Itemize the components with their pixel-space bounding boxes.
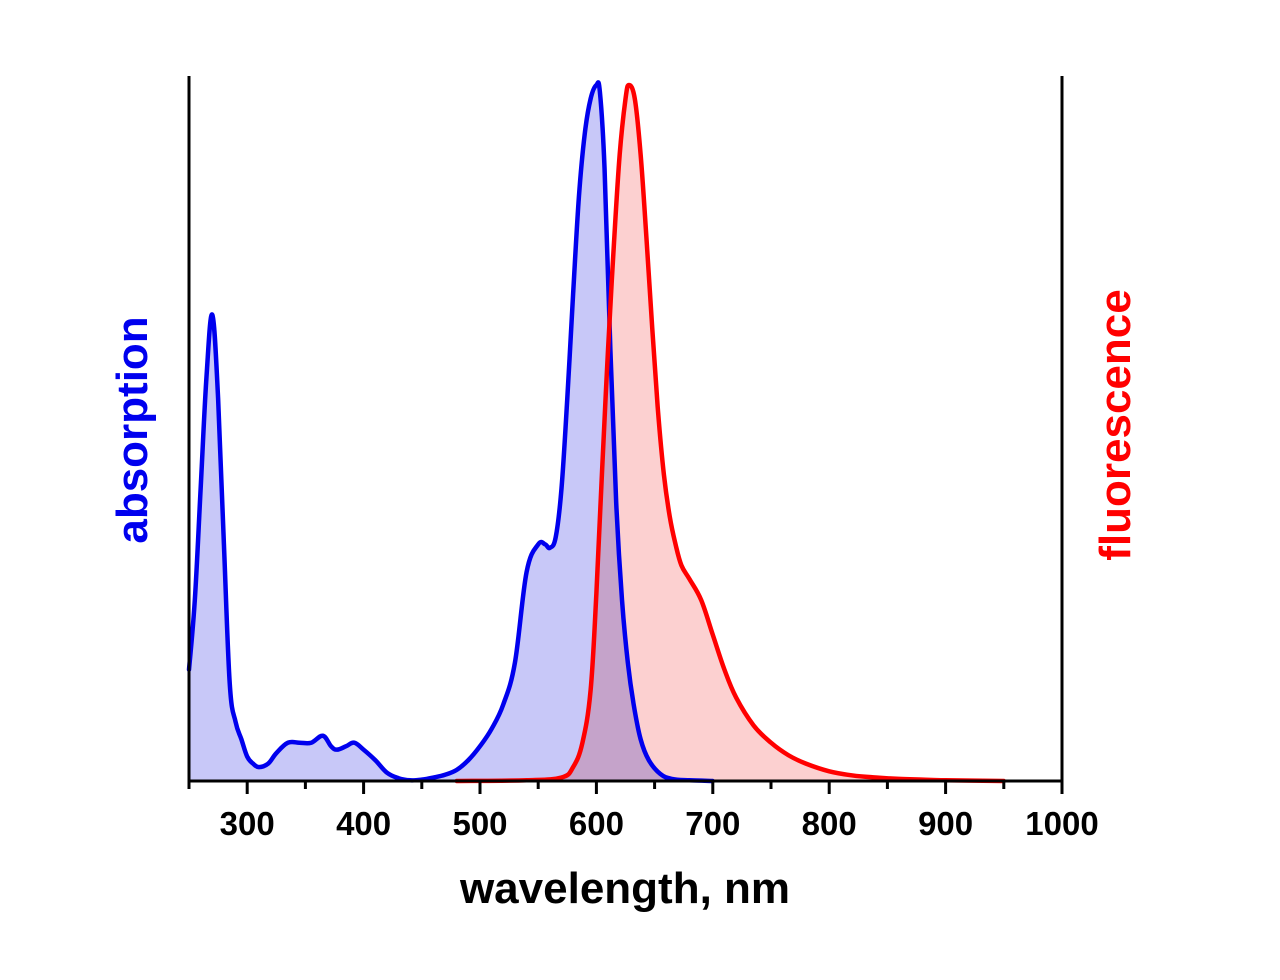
x-tick-label: 500 [452, 805, 507, 842]
x-tick-label: 1000 [1025, 805, 1098, 842]
x-tick-labels: 300 400 500 600 700 800 900 1000 [220, 805, 1099, 842]
x-ticks [187, 781, 1064, 794]
y-axis-right-title: fluorescence [1091, 289, 1140, 560]
plot-lines [186, 80, 1007, 784]
x-tick-label: 800 [802, 805, 857, 842]
plot-fills [189, 82, 1004, 782]
absorption-area [189, 82, 713, 782]
x-axis-title: wavelength, nm [459, 864, 790, 913]
fluorescence-line [454, 82, 1007, 784]
x-tick-label: 700 [685, 805, 740, 842]
y-axis-left-title: absorption [108, 316, 157, 543]
x-tick-label: 900 [918, 805, 973, 842]
x-tick-label: 300 [220, 805, 275, 842]
x-tick-label: 400 [336, 805, 391, 842]
x-tick-label: 600 [569, 805, 624, 842]
